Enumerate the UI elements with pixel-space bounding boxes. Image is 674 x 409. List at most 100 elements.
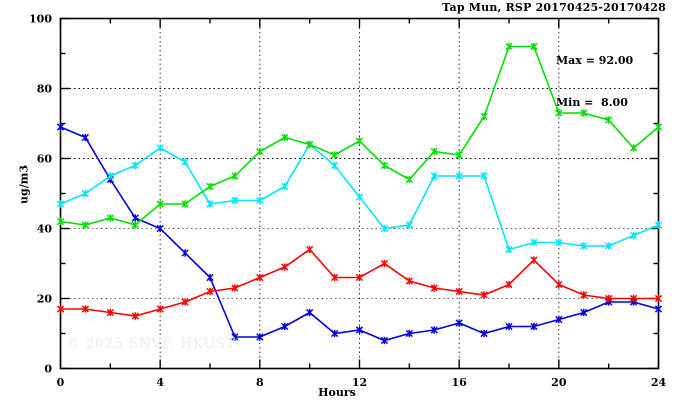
data-point-marker bbox=[629, 294, 638, 303]
data-point-marker bbox=[629, 144, 638, 152]
x-tick-label: 4 bbox=[156, 375, 164, 389]
data-point-marker bbox=[380, 224, 389, 233]
data-point-marker bbox=[654, 294, 663, 303]
data-point-marker bbox=[281, 263, 289, 271]
data-point-marker bbox=[206, 287, 214, 296]
data-point-marker bbox=[629, 231, 638, 240]
data-point-marker bbox=[181, 158, 189, 166]
y-tick-label: 40 bbox=[36, 222, 52, 235]
data-point-marker bbox=[430, 284, 438, 292]
data-point-marker bbox=[281, 322, 289, 331]
series-red bbox=[56, 245, 663, 320]
y-tick-label: 60 bbox=[36, 152, 52, 165]
data-point-marker bbox=[330, 151, 339, 159]
data-point-marker bbox=[156, 200, 164, 208]
data-point-marker bbox=[580, 242, 588, 250]
data-point-marker bbox=[405, 175, 413, 184]
data-point-marker bbox=[605, 242, 613, 250]
series-green bbox=[56, 42, 663, 229]
data-point-marker bbox=[56, 217, 65, 226]
data-point-marker bbox=[580, 291, 588, 299]
data-point-marker bbox=[231, 333, 239, 341]
y-tick-label: 100 bbox=[29, 12, 52, 25]
y-tick-label: 0 bbox=[44, 362, 52, 375]
min-label: Min = 8.00 bbox=[556, 96, 628, 109]
data-point-marker bbox=[580, 109, 588, 117]
x-axis-label: Hours bbox=[318, 386, 356, 399]
x-tick-label: 16 bbox=[451, 375, 467, 389]
data-point-marker bbox=[206, 273, 214, 282]
data-point-marker bbox=[455, 319, 463, 327]
plot-frame bbox=[59, 17, 660, 370]
data-point-marker bbox=[306, 308, 314, 317]
x-tick-label: 8 bbox=[256, 375, 264, 389]
data-point-marker bbox=[530, 322, 538, 331]
data-point-marker bbox=[231, 172, 239, 180]
data-point-marker bbox=[306, 140, 314, 149]
data-point-marker bbox=[355, 273, 364, 282]
data-point-marker bbox=[405, 277, 413, 285]
data-point-marker bbox=[555, 238, 563, 247]
data-point-marker bbox=[131, 214, 139, 222]
data-point-marker bbox=[654, 221, 663, 229]
x-tick-label: 20 bbox=[551, 375, 567, 389]
data-point-marker bbox=[330, 273, 339, 282]
data-point-marker bbox=[56, 123, 65, 131]
minmax-annotation: Max = 92.00 Min = 8.00 bbox=[556, 26, 633, 138]
data-point-marker bbox=[56, 200, 65, 208]
data-point-marker bbox=[380, 161, 389, 170]
data-point-marker bbox=[131, 312, 139, 320]
data-point-marker bbox=[306, 245, 314, 254]
data-point-marker bbox=[455, 172, 463, 180]
series-blue bbox=[56, 123, 663, 345]
data-point-marker bbox=[430, 147, 438, 156]
data-point-marker bbox=[555, 109, 563, 117]
data-point-marker bbox=[81, 221, 90, 229]
data-point-marker bbox=[530, 256, 538, 264]
data-point-marker bbox=[330, 329, 339, 338]
data-point-marker bbox=[256, 333, 264, 341]
data-point-marker bbox=[281, 182, 289, 191]
data-point-marker bbox=[380, 259, 389, 268]
max-label: Max = 92.00 bbox=[556, 54, 634, 67]
data-point-marker bbox=[480, 172, 488, 180]
data-point-marker bbox=[480, 112, 488, 121]
data-point-marker bbox=[530, 42, 538, 51]
x-tick-label: 0 bbox=[56, 375, 65, 389]
x-tick-label: 24 bbox=[650, 375, 667, 389]
data-point-marker bbox=[654, 123, 663, 131]
data-point-marker bbox=[181, 200, 189, 208]
data-point-marker bbox=[405, 221, 413, 229]
data-point-marker bbox=[156, 305, 164, 313]
data-point-marker bbox=[256, 196, 264, 205]
data-point-marker bbox=[505, 280, 513, 289]
data-point-marker bbox=[330, 161, 339, 170]
data-point-marker bbox=[106, 308, 114, 317]
x-tick-label: 12 bbox=[351, 375, 368, 389]
data-point-marker bbox=[455, 287, 463, 296]
data-point-marker bbox=[256, 273, 264, 282]
data-point-marker bbox=[605, 294, 613, 303]
data-point-marker bbox=[555, 315, 563, 324]
data-point-marker bbox=[605, 116, 613, 124]
series-line bbox=[60, 248, 659, 317]
data-point-marker bbox=[256, 147, 264, 156]
data-point-marker bbox=[355, 326, 364, 334]
data-series-layer bbox=[56, 42, 663, 345]
data-point-marker bbox=[505, 42, 513, 51]
data-point-marker bbox=[480, 329, 488, 338]
series-cyan bbox=[56, 140, 663, 254]
data-point-marker bbox=[405, 329, 413, 338]
data-point-marker bbox=[355, 137, 364, 145]
data-point-marker bbox=[580, 308, 588, 317]
data-point-marker bbox=[81, 305, 90, 313]
y-tick-label: 80 bbox=[36, 82, 52, 95]
data-point-marker bbox=[430, 326, 438, 334]
data-point-marker bbox=[106, 214, 114, 222]
data-point-marker bbox=[156, 224, 164, 233]
data-point-marker bbox=[380, 336, 389, 345]
data-point-marker bbox=[131, 221, 139, 229]
data-point-marker bbox=[480, 291, 488, 299]
data-point-marker bbox=[430, 172, 438, 180]
